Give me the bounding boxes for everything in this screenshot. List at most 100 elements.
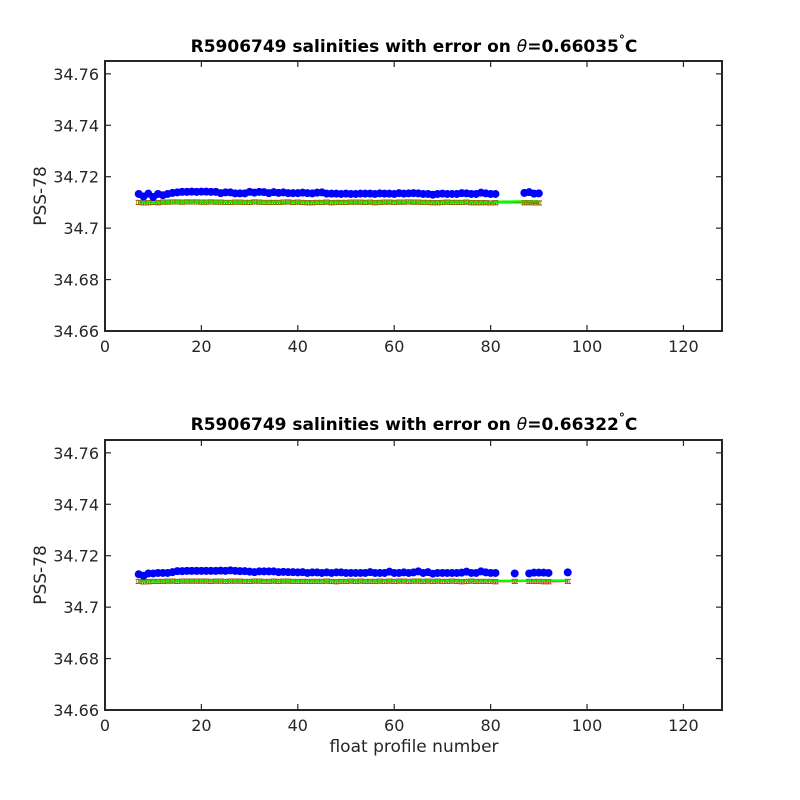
- bottom-panel-mapped-point: [444, 579, 450, 584]
- top-panel-mapped-point: [435, 200, 441, 206]
- bottom-panel-mapped-point: [415, 578, 421, 584]
- bottom-panel-mapped-point: [333, 579, 339, 585]
- top-panel-mapped-point: [242, 200, 248, 205]
- top-panel-mapped-point: [420, 200, 426, 205]
- bottom-panel-mapped-point: [324, 578, 330, 584]
- top-panel-ytick-label: 34.74: [53, 116, 99, 135]
- top-panel-mapped-point: [440, 200, 445, 205]
- bottom-panel-mapped-point: [411, 578, 416, 584]
- top-panel-mapped-point: [372, 200, 378, 206]
- top-panel-xtick-label: 120: [668, 337, 699, 356]
- bottom-panel-mapped-point: [155, 579, 161, 584]
- bottom-panel-ytick-label: 34.76: [53, 444, 99, 463]
- top-panel-mapped-point: [396, 199, 402, 205]
- top-panel: R5906749 salinities with error on θ=0.66…: [31, 33, 723, 356]
- bottom-panel-mapped-point: [391, 579, 397, 584]
- bottom-panel-mapped-point: [536, 579, 542, 584]
- bottom-panel-mapped-point: [208, 579, 214, 584]
- bottom-panel-float-salinity-point: [544, 568, 553, 577]
- top-panel-mapped-point: [184, 199, 190, 205]
- bottom-panel-mapped-point: [459, 579, 465, 585]
- bottom-panel-xtick-label: 100: [572, 716, 603, 735]
- top-panel-mapped-point: [406, 199, 412, 205]
- bottom-panel-mapped-point: [194, 578, 199, 584]
- bottom-panel-mapped-point: [396, 578, 402, 584]
- bottom-panel-mapped-point: [343, 579, 349, 584]
- bottom-panel: R5906749 salinities with error on θ=0.66…: [31, 411, 723, 757]
- top-panel-ytick-label: 34.68: [53, 271, 99, 290]
- top-panel-mapped-point: [252, 199, 257, 205]
- bottom-panel-mapped-point: [377, 578, 383, 584]
- bottom-panel-mapped-point: [232, 578, 238, 584]
- top-panel-mapped-point: [309, 200, 315, 206]
- top-panel-ytick-label: 34.76: [53, 65, 99, 84]
- bottom-panel-mapped-point: [512, 579, 518, 584]
- bottom-panel-mapped-point: [184, 578, 190, 584]
- bottom-panel-mapped-point: [218, 578, 224, 584]
- bottom-panel-mapped-point: [358, 578, 363, 584]
- top-panel-mapped-point: [174, 199, 180, 205]
- bottom-panel-mapped-point: [227, 578, 233, 584]
- bottom-panel-mapped-point: [478, 579, 484, 584]
- bottom-panel-ylabel: PSS-78: [31, 545, 51, 605]
- bottom-panel-mapped-point: [145, 579, 151, 585]
- bottom-panel-ytick-label: 34.68: [53, 650, 99, 669]
- top-panel-mapped-point: [473, 200, 479, 206]
- bottom-panel-mapped-point: [280, 578, 286, 584]
- top-panel-mapped-point: [401, 199, 407, 205]
- top-panel-mapped-point: [411, 199, 416, 205]
- top-panel-mapped-point: [454, 200, 460, 205]
- bottom-panel-mapped-point: [266, 579, 272, 584]
- bottom-panel-mapped-point: [526, 579, 532, 584]
- top-panel-mapped-point: [382, 199, 387, 205]
- bottom-panel-mapped-point: [468, 578, 474, 584]
- bottom-panel-mapped-point: [290, 579, 296, 584]
- bottom-panel-mapped-point: [367, 579, 373, 584]
- bottom-panel-mapped-point: [165, 578, 171, 584]
- bottom-panel-mapped-point: [406, 579, 412, 584]
- top-panel-mapped-point: [256, 199, 262, 205]
- bottom-panel-mapped-point: [464, 579, 469, 584]
- top-panel-mapped-point: [425, 200, 431, 205]
- top-panel-mapped-point: [488, 200, 494, 206]
- bottom-panel-mapped-point: [150, 579, 156, 584]
- top-panel-mapped-point: [227, 200, 233, 205]
- bottom-panel-mapped-point: [170, 578, 175, 584]
- bottom-panel-ytick-label: 34.74: [53, 495, 99, 514]
- top-panel-mapped-point: [329, 200, 334, 206]
- bottom-panel-mapped-point: [247, 579, 253, 584]
- top-panel-mapped-point: [213, 199, 219, 205]
- top-panel-mapped-point: [358, 199, 363, 205]
- bottom-panel-xtick-label: 0: [100, 716, 110, 735]
- top-panel-mapped-point: [362, 200, 368, 205]
- bottom-panel-mapped-point: [141, 579, 146, 585]
- bottom-panel-mapped-point: [473, 579, 479, 584]
- top-panel-mapped-point: [160, 199, 166, 205]
- bottom-panel-ytick-label: 34.7: [63, 598, 99, 617]
- bottom-panel-mapped-point: [261, 579, 267, 584]
- bottom-panel-float-salinity-point: [510, 569, 519, 578]
- bottom-panel-mapped-point: [203, 578, 209, 584]
- bottom-panel-mapped-point: [314, 579, 320, 584]
- top-panel-mapped-point: [237, 199, 243, 205]
- bottom-panel-mapped-point: [348, 578, 354, 584]
- top-panel-mapped-point: [536, 200, 542, 206]
- bottom-panel-mapped-point: [546, 579, 551, 585]
- top-panel-mapped-point: [145, 200, 151, 206]
- bottom-panel-mapped-point: [309, 579, 315, 584]
- top-panel-mapped-point: [333, 200, 339, 205]
- bottom-panel-mapped-point: [372, 579, 378, 584]
- bottom-panel-mapped-point: [300, 579, 306, 584]
- top-panel-mapped-point: [314, 200, 320, 205]
- bottom-panel-xtick-label: 80: [480, 716, 500, 735]
- bottom-panel-mapped-point: [189, 578, 195, 584]
- top-panel-mapped-point: [415, 199, 421, 205]
- top-panel-mapped-point: [430, 200, 436, 206]
- top-panel-mapped-point: [386, 199, 392, 205]
- top-panel-ytick-label: 34.72: [53, 168, 99, 187]
- bottom-panel-mapped-point: [440, 579, 445, 584]
- top-panel-title: R5906749 salinities with error on θ=0.66…: [191, 33, 638, 57]
- bottom-panel-ytick-label: 34.72: [53, 547, 99, 566]
- bottom-panel-mapped-point: [319, 579, 325, 584]
- top-panel-calibrated-salinity-line: [138, 200, 539, 204]
